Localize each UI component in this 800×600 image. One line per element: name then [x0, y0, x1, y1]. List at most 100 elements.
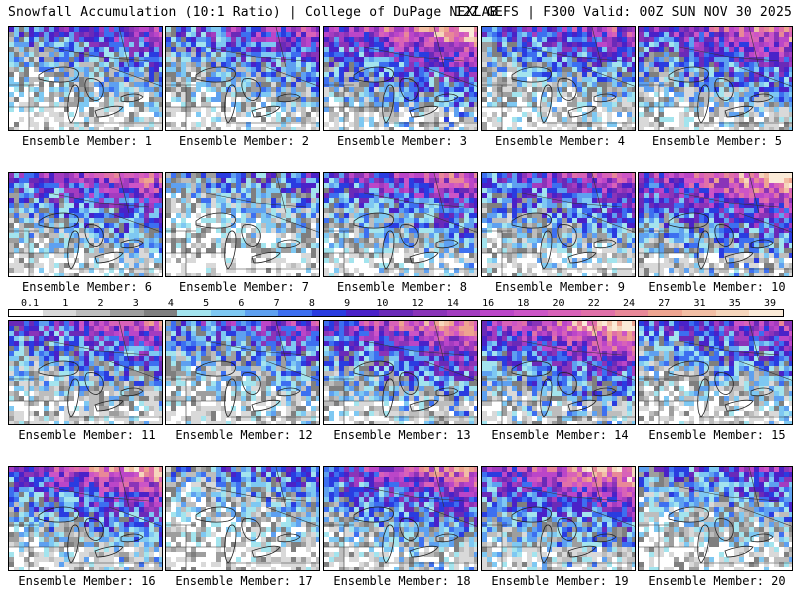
- snow-cell: [89, 87, 94, 92]
- snow-cell: [364, 178, 369, 183]
- snow-cell: [119, 102, 124, 107]
- snow-cell: [256, 233, 261, 238]
- snow-cell: [389, 112, 394, 117]
- snow-cell: [119, 37, 124, 42]
- snow-cell: [587, 57, 592, 62]
- snow-cell: [369, 77, 374, 82]
- snow-cell: [409, 92, 414, 97]
- snow-cell: [399, 72, 404, 77]
- snow-cell: [474, 62, 477, 67]
- snow-cell: [399, 67, 404, 72]
- snow-cell: [181, 273, 186, 276]
- snow-cell: [171, 117, 176, 122]
- snow-cell: [612, 102, 617, 107]
- snow-cell: [311, 67, 316, 72]
- snow-cell: [49, 72, 54, 77]
- snow-cell: [492, 127, 497, 130]
- snow-cell: [592, 72, 597, 77]
- snow-cell: [39, 52, 44, 57]
- snow-cell: [149, 67, 154, 72]
- snow-cell: [119, 52, 124, 57]
- snow-cell: [679, 62, 684, 67]
- snow-cell: [84, 258, 89, 263]
- snow-cell: [19, 188, 24, 193]
- snow-cell: [306, 52, 311, 57]
- snow-cell: [664, 102, 669, 107]
- snow-cell: [567, 97, 572, 102]
- snow-cell: [104, 62, 109, 67]
- snow-cell: [144, 87, 149, 92]
- snow-cell: [607, 117, 612, 122]
- snow-cell: [301, 223, 306, 228]
- snow-cell: [266, 233, 271, 238]
- snow-cell: [404, 57, 409, 62]
- snow-cell: [54, 92, 59, 97]
- snow-cell: [714, 27, 719, 32]
- snow-cell: [664, 122, 669, 127]
- snow-cell: [241, 32, 246, 37]
- snow-cell: [394, 208, 399, 213]
- snow-cell: [191, 228, 196, 233]
- snow-cell: [94, 117, 99, 122]
- snow-cell: [517, 67, 522, 72]
- snow-cell: [784, 92, 789, 97]
- snow-cell: [286, 107, 291, 112]
- snow-cell: [181, 268, 186, 273]
- snow-cell: [54, 188, 59, 193]
- snow-cell: [774, 42, 779, 47]
- snow-cell: [149, 117, 154, 122]
- snow-cell: [669, 62, 674, 67]
- snow-cell: [497, 112, 502, 117]
- snow-cell: [59, 82, 64, 87]
- snow-cell: [734, 67, 739, 72]
- snow-cell: [434, 67, 439, 72]
- snow-cell: [139, 27, 144, 32]
- snow-cell: [144, 233, 149, 238]
- snow-cell: [469, 97, 474, 102]
- snow-cell: [469, 72, 474, 77]
- snow-cell: [129, 32, 134, 37]
- snow-cell: [186, 112, 191, 117]
- snow-cell: [492, 107, 497, 112]
- snow-cell: [464, 193, 469, 198]
- snow-cell: [639, 52, 644, 57]
- snow-cell: [74, 233, 79, 238]
- snow-cell: [271, 183, 276, 188]
- snow-cell: [201, 198, 206, 203]
- snow-cell: [64, 213, 69, 218]
- lake-outline: [38, 212, 79, 229]
- snow-cell: [439, 52, 444, 57]
- snow-cell: [597, 47, 602, 52]
- snow-cell: [459, 27, 464, 32]
- snow-cell: [404, 173, 409, 178]
- snow-cell: [226, 218, 231, 223]
- snow-cell: [64, 203, 69, 208]
- snow-cell: [191, 127, 196, 130]
- snow-cell: [582, 32, 587, 37]
- snow-cell: [231, 52, 236, 57]
- snow-cell: [154, 218, 159, 223]
- snow-cell: [154, 273, 159, 276]
- snow-cell: [79, 32, 84, 37]
- snow-cell: [139, 273, 144, 276]
- snow-cell: [429, 62, 434, 67]
- snow-cell: [144, 107, 149, 112]
- snow-cell: [369, 102, 374, 107]
- snow-cell: [469, 203, 474, 208]
- snow-cell: [784, 62, 789, 67]
- snow-cell: [226, 52, 231, 57]
- snow-cell: [324, 97, 329, 102]
- snow-cell: [286, 228, 291, 233]
- snow-cell: [694, 112, 699, 117]
- snow-cell: [114, 218, 119, 223]
- snow-cell: [149, 122, 154, 127]
- snow-cell: [339, 107, 344, 112]
- snow-cell: [44, 233, 49, 238]
- snow-cell: [149, 223, 154, 228]
- snow-cell: [644, 42, 649, 47]
- snow-cell: [374, 213, 379, 218]
- snow-cell: [256, 178, 261, 183]
- snow-cell: [29, 107, 34, 112]
- snow-cell: [429, 72, 434, 77]
- snow-cell: [276, 213, 281, 218]
